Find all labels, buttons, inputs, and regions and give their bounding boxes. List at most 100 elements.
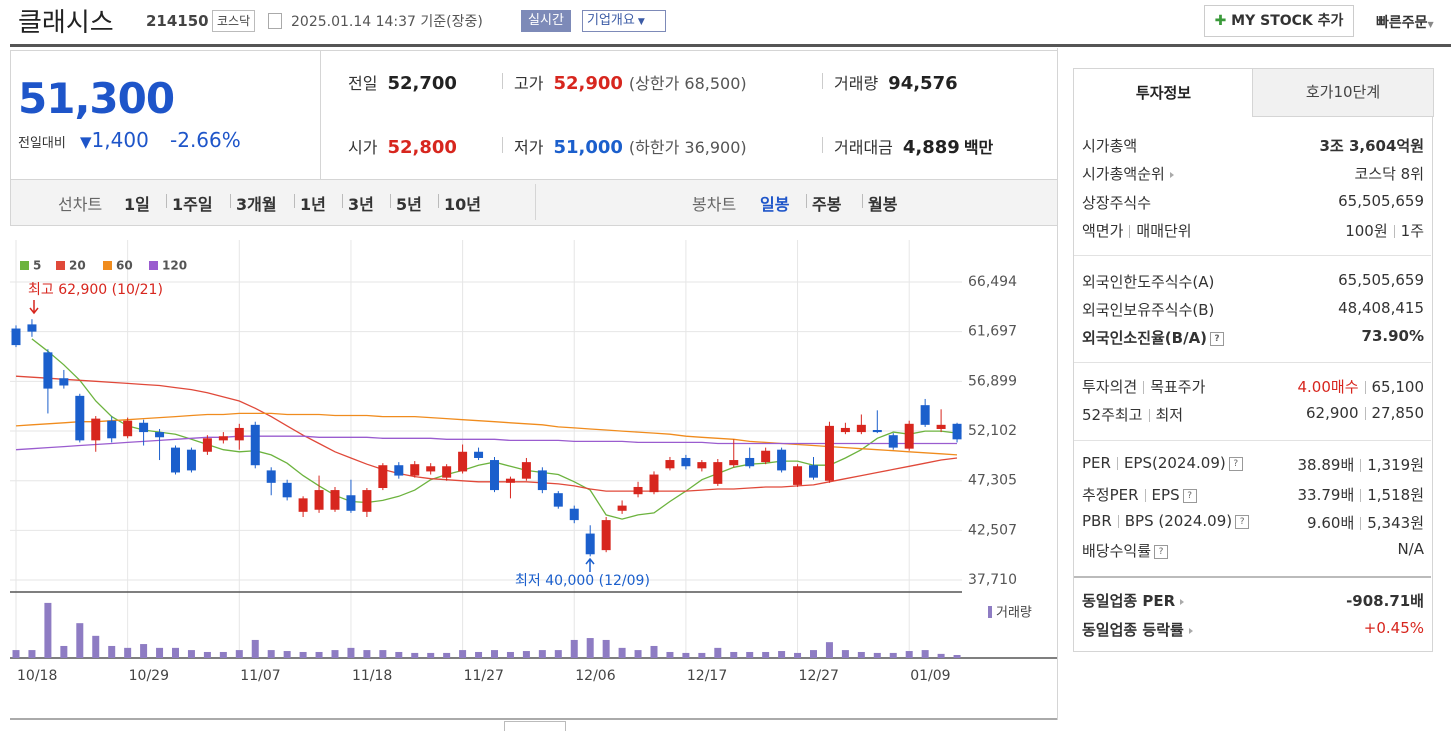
candle-body: [505, 478, 515, 483]
period-button[interactable]: 5년: [396, 195, 422, 214]
volume-bar: [60, 645, 68, 658]
period-button[interactable]: 주봉: [812, 195, 842, 214]
x-tick-label: 10/18: [17, 668, 57, 684]
info-value: 38.89배: [1297, 456, 1355, 474]
market-badge: 코스닥: [212, 10, 256, 32]
info-row-value: -908.71배: [1346, 590, 1424, 611]
volume-bar: [714, 647, 722, 658]
info-value: 62,900: [1306, 404, 1359, 422]
info-row-value: N/A: [1397, 540, 1424, 558]
y-tick-label: 66,494: [968, 274, 1017, 290]
mystock-button[interactable]: ✚ MY STOCK 추가: [1204, 5, 1354, 37]
stat-label: 거래량: [834, 74, 879, 93]
value-sep: [1364, 381, 1366, 394]
candle-body: [697, 462, 707, 469]
value-sep: [1364, 407, 1366, 420]
stat-divider: [822, 73, 823, 89]
quick-order[interactable]: 빠른주문▼: [1376, 15, 1434, 31]
info-value: 5,343원: [1367, 514, 1424, 532]
candle-body: [553, 493, 563, 507]
change-label: 전일대비: [18, 136, 66, 151]
volume-bar: [586, 638, 594, 658]
period-button[interactable]: 일봉: [760, 195, 790, 214]
candle-body: [793, 466, 803, 485]
info-row-label: PER EPS(2024.09)?: [1082, 454, 1243, 472]
info-label: 투자의견: [1082, 378, 1138, 396]
stat-label: 거래대금: [834, 138, 893, 157]
volume-bar: [825, 642, 833, 658]
candle-body: [681, 457, 691, 467]
help-icon[interactable]: ?: [1228, 456, 1243, 471]
info-row-label: 상장주식수: [1082, 192, 1151, 213]
stat-value: 94,576: [888, 73, 958, 94]
volume-bar: [203, 651, 211, 658]
volume-bar: [730, 651, 738, 658]
candle-body: [458, 451, 468, 472]
help-icon[interactable]: ?: [1182, 488, 1197, 503]
help-icon[interactable]: ?: [1210, 331, 1225, 346]
period-button[interactable]: 3개월: [236, 195, 277, 214]
candle-body: [442, 466, 452, 478]
candle-body: [920, 405, 930, 425]
info-label: 동일업종 PER: [1082, 592, 1176, 610]
help-icon[interactable]: ?: [1235, 514, 1250, 529]
info-row-value: 73.90%: [1362, 327, 1424, 345]
collapse-tab[interactable]: [504, 721, 566, 731]
overview-dropdown[interactable]: 기업개요 ▼: [582, 10, 666, 32]
info-row-label: 52주최고 최저: [1082, 404, 1183, 425]
info-tab-active[interactable]: 투자정보: [1073, 68, 1254, 117]
candle-body: [761, 450, 771, 463]
volume-bar: [794, 652, 802, 658]
stat-divider: [502, 73, 503, 89]
info-value: 27,850: [1371, 404, 1425, 422]
value-sep: [1360, 517, 1362, 530]
volume-bar: [682, 652, 690, 658]
period-button[interactable]: 1년: [300, 195, 326, 214]
candle-body: [218, 436, 228, 441]
y-tick-label: 37,710: [968, 572, 1017, 588]
legend-label: 60: [116, 259, 133, 273]
volume-bar: [698, 652, 706, 658]
volume-bar: [857, 651, 865, 658]
candle-body: [745, 457, 755, 467]
change: ▼1,400: [80, 128, 149, 152]
volume-bar: [267, 650, 275, 658]
candle-body: [107, 420, 117, 439]
info-label: 시가총액순위: [1082, 165, 1165, 183]
candle-body: [474, 451, 484, 458]
info-row-label: 동일업종 등락률: [1082, 619, 1193, 640]
volume-bar: [905, 651, 913, 658]
volume-bar: [283, 651, 291, 658]
volume-bar: [762, 651, 770, 658]
period-sep: [390, 194, 391, 208]
info-value: 4.00매수: [1297, 378, 1359, 396]
candle-body: [713, 462, 723, 484]
volume-bar: [570, 639, 578, 658]
stat-note: (상한가 68,500): [628, 74, 747, 93]
candle-body: [601, 520, 611, 551]
datetime: 2025.01.14 14:37 기준(장중): [291, 14, 483, 30]
period-button[interactable]: 월봉: [868, 195, 898, 214]
arrow-icon: [1169, 171, 1174, 178]
quick-order-label: 빠른주문: [1376, 15, 1428, 31]
realtime-button[interactable]: 실시간: [521, 10, 571, 32]
volume-bar: [156, 647, 164, 658]
period-button[interactable]: 1주일: [172, 195, 213, 214]
volume-bar: [76, 623, 84, 658]
info-tab[interactable]: 호가10단계: [1252, 68, 1434, 117]
info-value: 100원: [1345, 222, 1388, 240]
period-button[interactable]: 10년: [444, 195, 481, 214]
period-sep: [342, 194, 343, 208]
candle-body: [314, 490, 324, 510]
stat-value: 52,800: [387, 137, 457, 158]
ma-line: [15, 375, 958, 492]
info-separator: [1074, 255, 1431, 256]
volume-bar: [921, 650, 929, 658]
info-value: 65,505,659: [1338, 192, 1424, 210]
x-tick-label: 11/27: [464, 668, 504, 684]
volume-bar: [602, 639, 610, 658]
period-button[interactable]: 3년: [348, 195, 374, 214]
period-button[interactable]: 1일: [124, 195, 150, 214]
volume-bar: [618, 647, 626, 658]
help-icon[interactable]: ?: [1154, 544, 1169, 559]
